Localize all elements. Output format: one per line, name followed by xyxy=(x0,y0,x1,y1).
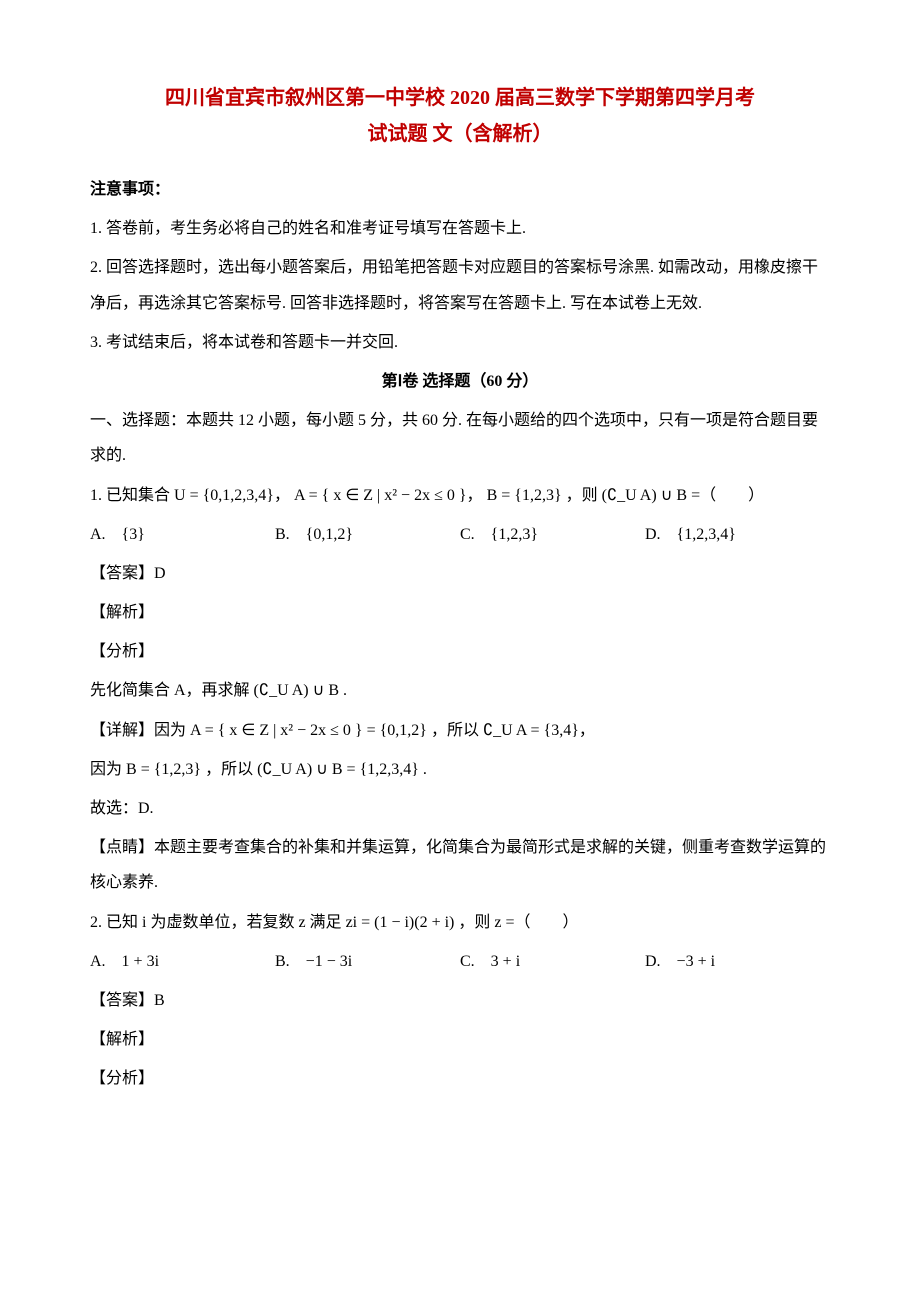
q1-detail-cua: ∁_U A = {3,4} xyxy=(483,722,579,739)
q1-guxuan: 故选：D. xyxy=(90,791,830,826)
q2-stem: 2. 已知 i 为虚数单位，若复数 z 满足 zi = (1 − i)(2 + … xyxy=(90,905,830,940)
q2-fenxi: 【分析】 xyxy=(90,1061,830,1096)
notice-item-3: 3. 考试结束后，将本试卷和答题卡一并交回. xyxy=(90,325,830,360)
q1-set-b: B = {1,2,3} xyxy=(487,487,562,504)
q2-answer: 【答案】B xyxy=(90,983,830,1018)
q2-option-c: C. 3 + i xyxy=(460,944,645,979)
q1-detail-line1: 【详解】因为 A = { x ∈ Z | x² − 2x ≤ 0 } = {0,… xyxy=(90,713,830,748)
title-line-1: 四川省宜宾市叙州区第一中学校 2020 届高三数学下学期第四学月考 xyxy=(90,80,830,116)
q1-fenxi-body: 先化简集合 A，再求解 (∁_U A) ∪ B . xyxy=(90,673,830,708)
notice-item-2: 2. 回答选择题时，选出每小题答案后，用铅笔把答题卡对应题目的答案标号涂黑. 如… xyxy=(90,250,830,320)
q2-options: A. 1 + 3i B. −1 − 3i C. 3 + i D. −3 + i xyxy=(90,944,830,979)
q2-option-a: A. 1 + 3i xyxy=(90,944,275,979)
q1-stem-prefix: 1. 已知集合 xyxy=(90,487,174,504)
exam-title: 四川省宜宾市叙州区第一中学校 2020 届高三数学下学期第四学月考 试试题 文（… xyxy=(90,80,830,152)
q1-jiexi: 【解析】 xyxy=(90,595,830,630)
q1-dianjing: 【点睛】本题主要考查集合的补集和并集运算，化简集合为最简形式是求解的关键，侧重考… xyxy=(90,830,830,900)
q1-detail-line2: 因为 B = {1,2,3} ，所以 (∁_U A) ∪ B = {1,2,3,… xyxy=(90,752,830,787)
q1-detail-union: (∁_U A) ∪ B = {1,2,3,4} xyxy=(257,761,419,778)
q1-fenxi: 【分析】 xyxy=(90,634,830,669)
q1-stem-tail: ，则 (∁_U A) ∪ B =（ ） xyxy=(566,487,764,504)
q2-stem-tail: ，则 z =（ ） xyxy=(458,914,578,931)
q2-stem-prefix: 2. 已知 i 为虚数单位，若复数 z 满足 xyxy=(90,914,346,931)
part-header: 第Ⅰ卷 选择题（60 分） xyxy=(90,364,830,399)
q1-answer: 【答案】D xyxy=(90,556,830,591)
q1-options: A. {3} B. {0,1,2} C. {1,2,3} D. {1,2,3,4… xyxy=(90,517,830,552)
q1-detail-b: B = {1,2,3} xyxy=(126,761,201,778)
q1-detail-a-eq: A = { x ∈ Z | x² − 2x ≤ 0 } = {0,1,2} xyxy=(190,722,427,739)
q1-detail-prefix: 【详解】因为 xyxy=(90,722,190,739)
q1-option-a: A. {3} xyxy=(90,517,275,552)
q1-option-d: D. {1,2,3,4} xyxy=(645,517,830,552)
notice-item-1: 1. 答卷前，考生务必将自己的姓名和准考证号填写在答题卡上. xyxy=(90,211,830,246)
q2-eq: zi = (1 − i)(2 + i) xyxy=(346,914,455,931)
q1-set-u: U = {0,1,2,3,4} xyxy=(174,487,274,504)
q1-detail-line2-prefix: 因为 xyxy=(90,761,126,778)
q1-set-a: A = { x ∈ Z | x² − 2x ≤ 0 } xyxy=(294,487,467,504)
title-line-2: 试试题 文（含解析） xyxy=(90,116,830,152)
q2-jiexi: 【解析】 xyxy=(90,1022,830,1057)
notice-header: 注意事项： xyxy=(90,172,830,207)
q1-detail-line2-mid: ，所以 xyxy=(205,761,257,778)
q1-stem: 1. 已知集合 U = {0,1,2,3,4}， A = { x ∈ Z | x… xyxy=(90,478,830,513)
q1-option-c: C. {1,2,3} xyxy=(460,517,645,552)
section-intro: 一、选择题：本题共 12 小题，每小题 5 分，共 60 分. 在每小题给的四个… xyxy=(90,403,830,473)
q1-detail-mid: ，所以 xyxy=(431,722,483,739)
q1-option-b: B. {0,1,2} xyxy=(275,517,460,552)
q2-option-b: B. −1 − 3i xyxy=(275,944,460,979)
q2-option-d: D. −3 + i xyxy=(645,944,830,979)
